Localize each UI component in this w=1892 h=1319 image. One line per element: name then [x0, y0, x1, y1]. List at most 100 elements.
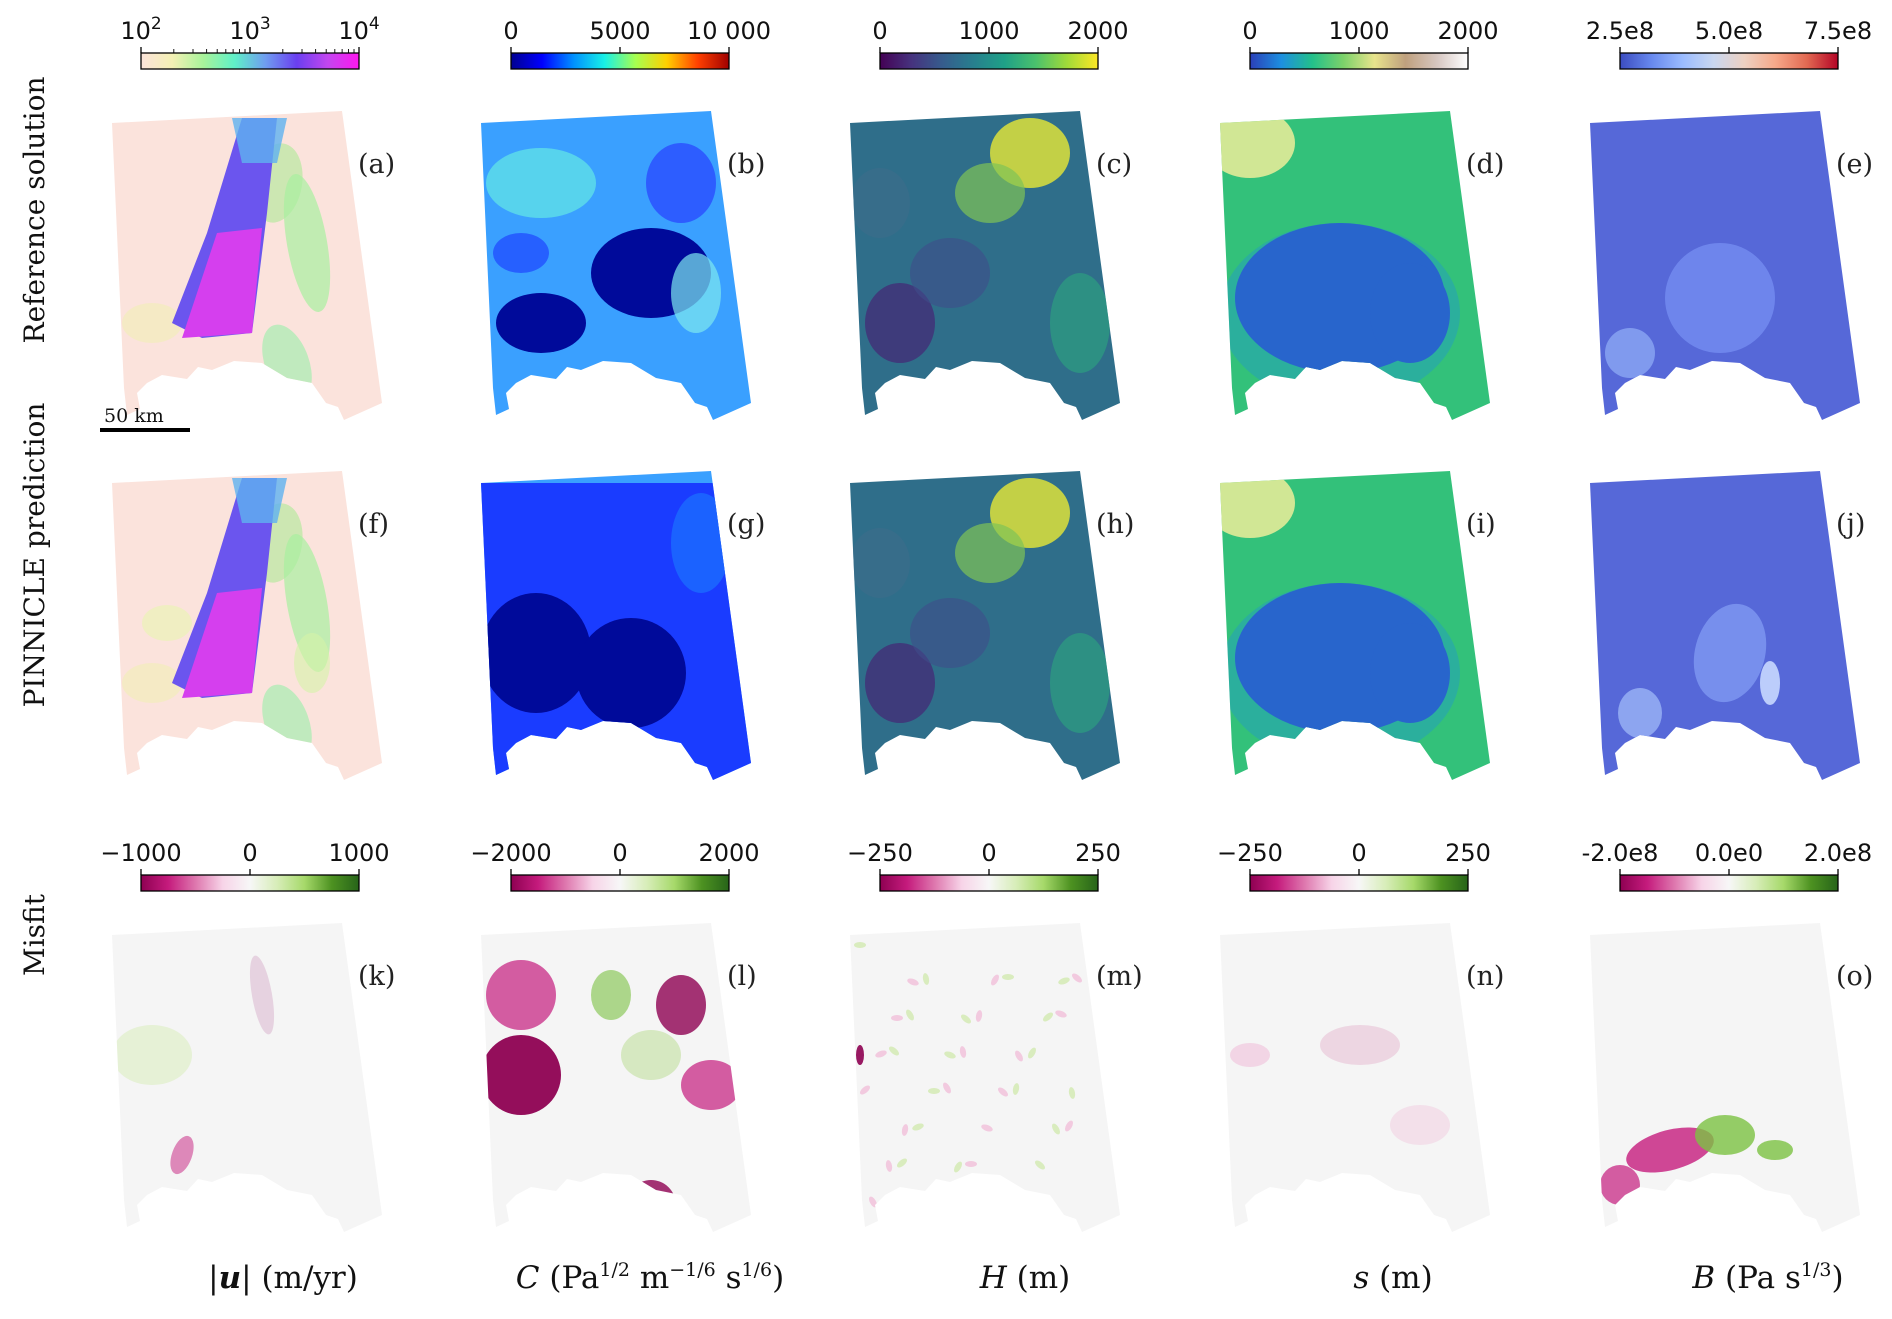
scale-bar: 50 km	[100, 405, 190, 432]
field-patch	[1618, 688, 1662, 738]
panel-letter: (k)	[358, 961, 395, 992]
colorbar-misfit-s	[1249, 874, 1469, 892]
panel-letter: (m)	[1096, 961, 1143, 992]
field-patch	[1050, 633, 1110, 733]
field-patch	[621, 1030, 681, 1080]
colorbar-top-u	[140, 52, 360, 70]
panel-letter: (d)	[1466, 149, 1504, 180]
colorbar-tick-label: 0	[1351, 839, 1366, 867]
field-patch	[283, 173, 331, 313]
field-patch	[1002, 974, 1014, 980]
field-patch	[122, 663, 182, 703]
field-patch	[907, 978, 919, 986]
field-patch	[496, 293, 586, 353]
field-patch	[1072, 973, 1082, 983]
colorbar-tick-label: 0	[872, 17, 887, 45]
field-background	[850, 923, 1120, 1232]
colorbar-tick-label: −250	[847, 839, 913, 867]
map-panel-C-row2	[481, 923, 751, 1232]
field-patch	[955, 523, 1025, 583]
colorbar-tick-label: 1000	[328, 839, 389, 867]
field-patch	[626, 1180, 676, 1230]
colorbar-top-s	[1249, 52, 1469, 70]
field-patch	[646, 143, 716, 223]
field-patch	[1055, 1010, 1067, 1018]
field-patch	[122, 303, 182, 343]
column-label-B: B (Pa s1/3)	[1691, 1259, 1843, 1296]
map-panel-C-row1	[481, 471, 751, 780]
field-patch	[1390, 1105, 1450, 1145]
field-patch	[991, 974, 999, 986]
field-patch	[486, 148, 596, 218]
colorbar-tick-label: 250	[1445, 839, 1491, 867]
panel-letter: (o)	[1836, 961, 1873, 992]
colorbar-tick-label: 0.0e0	[1695, 839, 1763, 867]
field-patch	[865, 643, 935, 723]
colorbar-tick-label: 5000	[589, 17, 650, 45]
map-panel-s-row2	[1220, 923, 1490, 1232]
colorbar-tick-label: 2.0e8	[1804, 839, 1872, 867]
field-patch	[885, 1160, 893, 1172]
field-patch	[954, 1161, 962, 1173]
colorbar-tick-label: 104	[338, 14, 379, 45]
field-patch	[1220, 471, 1295, 538]
misfit-colorbars: −1000 0 1000 −2000 0 2000 −250 0 250 −250 0 250 -2.0…	[100, 839, 1872, 892]
field-patch	[182, 228, 262, 338]
panel-letter: (a)	[358, 149, 395, 180]
field-patch	[910, 238, 990, 308]
row-label-misfit: Misfit	[18, 893, 51, 976]
field-patch	[906, 1009, 914, 1021]
map-panel-H-row0	[850, 111, 1120, 420]
field-patch	[922, 973, 930, 985]
map-panel-B-row2	[1590, 923, 1860, 1232]
field-patch	[959, 1046, 967, 1058]
colorbar-tick-label: 10 000	[687, 17, 771, 45]
field-patch	[1320, 1025, 1400, 1065]
field-patch	[955, 163, 1025, 223]
field-patch	[1605, 328, 1655, 378]
map-panel-u-row0	[112, 111, 382, 420]
field-patch	[875, 1050, 887, 1058]
colorbar-tick-label: 0	[981, 839, 996, 867]
panel-letter: (g)	[727, 509, 765, 540]
field-patch	[1230, 1043, 1270, 1067]
field-patch	[1220, 583, 1460, 763]
field-patch	[182, 588, 262, 698]
field-patch	[1665, 243, 1775, 353]
colorbar-misfit-H	[879, 874, 1099, 892]
colorbar-misfit-u	[140, 874, 360, 892]
colorbar-top-B	[1619, 52, 1839, 70]
column-label-C: C (Pa1/2 m−1/6 s1/6)	[516, 1259, 784, 1296]
panel-letter: (i)	[1466, 509, 1496, 540]
panel-letter: (e)	[1836, 149, 1873, 180]
map-panel-s-row0	[1220, 111, 1490, 420]
map-panel-u-row2	[112, 923, 382, 1232]
map-panel-H-row2	[850, 923, 1120, 1232]
field-patch	[854, 942, 866, 948]
field-patch	[998, 1087, 1008, 1097]
field-patch	[860, 1085, 870, 1095]
field-patch	[938, 1197, 946, 1209]
panel-letter: (h)	[1096, 509, 1134, 540]
colorbar-tick-label: 2000	[698, 839, 759, 867]
field-patch	[981, 1124, 993, 1132]
colorbar-tick-label: 103	[229, 14, 270, 45]
column-label-s: s (m)	[1353, 1260, 1432, 1296]
column-label-u: |u| (m/yr)	[208, 1260, 358, 1296]
map-panels: (a) (f) (k) (b) (g) (l) (c) (h) (m) (d) (i) (n) (e) (…	[112, 111, 1873, 1232]
field-patch	[1220, 111, 1295, 178]
panel-letter: (j)	[1836, 509, 1865, 540]
field-patch	[1028, 1047, 1036, 1059]
field-patch	[891, 1015, 903, 1021]
field-patch	[1058, 977, 1070, 985]
field-patch	[889, 1046, 899, 1056]
field-patch	[481, 593, 591, 713]
field-background	[1590, 923, 1860, 1232]
panel-letter: (l)	[727, 961, 757, 992]
field-patch	[142, 605, 192, 641]
field-patch	[1006, 1199, 1016, 1209]
field-patch	[869, 1196, 877, 1208]
field-patch	[232, 118, 287, 163]
field-patch	[1043, 1012, 1053, 1022]
colorbar-misfit-C	[510, 874, 730, 892]
